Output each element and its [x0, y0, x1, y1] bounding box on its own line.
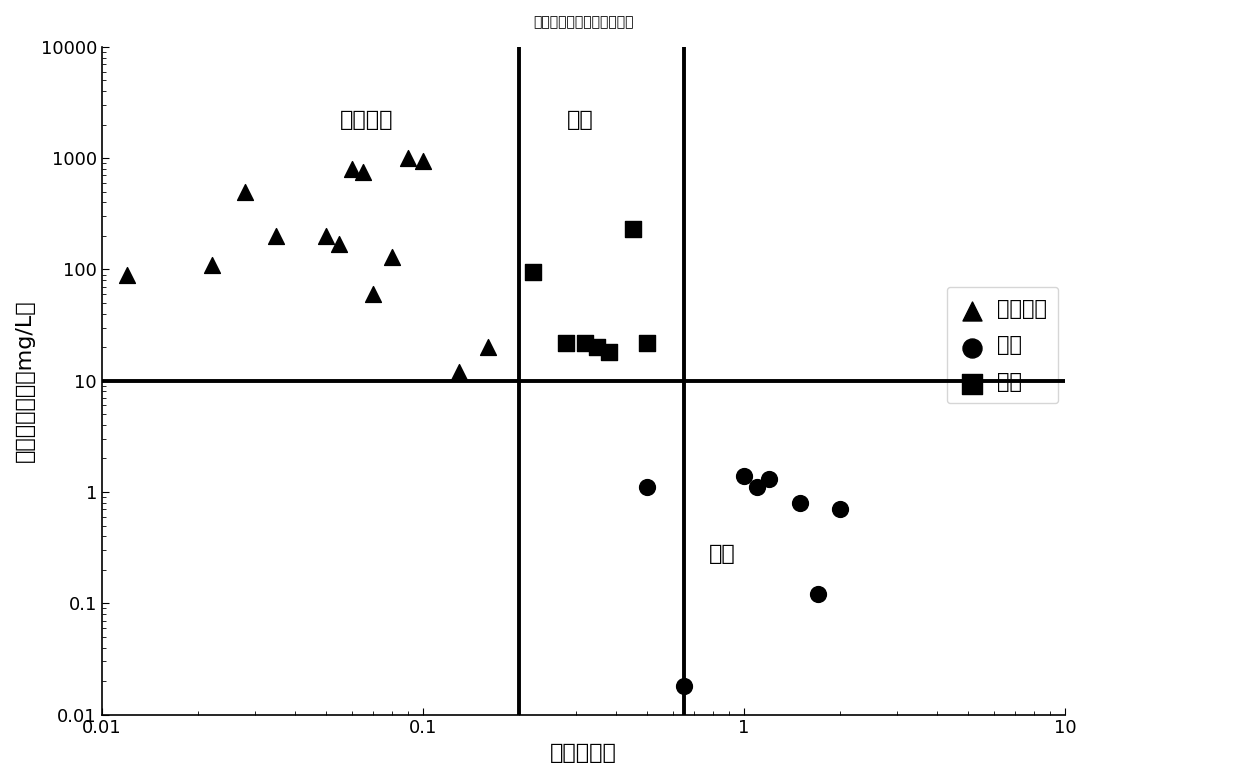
水层 [790, 496, 810, 509]
Text: 油层: 油层 [567, 110, 593, 130]
Legend: 含油水层, 水层, 油层: 含油水层, 水层, 油层 [947, 288, 1058, 403]
含油水层 [449, 366, 469, 378]
含油水层 [363, 288, 383, 300]
含油水层 [118, 268, 138, 281]
含油水层 [330, 237, 350, 250]
水层 [759, 473, 779, 485]
含油水层 [382, 251, 402, 263]
水层 [637, 481, 657, 493]
水层 [734, 469, 754, 482]
含油水层 [316, 230, 336, 242]
Title: 实测含油浓度与油水变化率: 实测含油浓度与油水变化率 [533, 15, 634, 29]
含油水层 [202, 258, 222, 271]
含油水层 [236, 185, 255, 198]
Text: 水层: 水层 [709, 544, 737, 563]
水层 [673, 680, 693, 692]
油层 [637, 336, 657, 349]
油层 [622, 223, 642, 236]
油层 [575, 336, 595, 349]
含油水层 [353, 166, 373, 178]
水层 [748, 481, 768, 493]
含油水层 [267, 230, 286, 242]
含油水层 [342, 163, 362, 175]
油层 [523, 265, 543, 278]
油层 [557, 336, 577, 349]
含油水层 [479, 341, 498, 353]
Text: 含油水层: 含油水层 [340, 110, 393, 130]
含油水层 [413, 154, 433, 166]
水层 [831, 503, 851, 516]
油层 [599, 346, 619, 359]
Y-axis label: 实测含油浓度（mg/L）: 实测含油浓度（mg/L） [15, 300, 35, 462]
水层 [808, 588, 828, 601]
X-axis label: 油水变化率: 油水变化率 [549, 743, 616, 763]
含油水层 [398, 152, 418, 164]
油层 [588, 341, 608, 353]
